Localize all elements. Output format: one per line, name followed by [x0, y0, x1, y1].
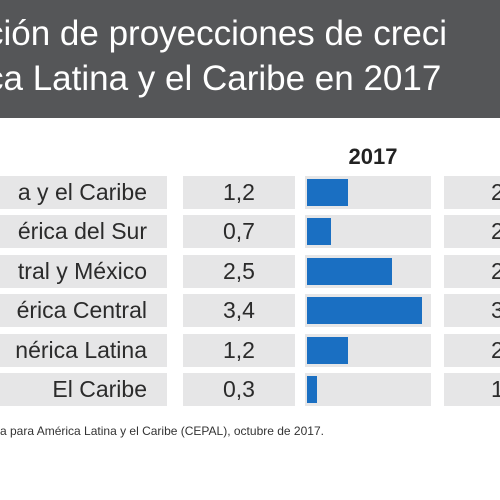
bar: [307, 297, 422, 324]
row-label: nérica Latina: [0, 334, 167, 367]
source-note: a para América Latina y el Caribe (CEPAL…: [0, 424, 324, 438]
next-column-value: 3: [444, 294, 500, 327]
next-column-value: 1: [444, 373, 500, 406]
next-column-value: 2: [444, 215, 500, 248]
next-column-value: 2: [444, 334, 500, 367]
bar-cell: [305, 373, 431, 406]
bar-cell: [305, 334, 431, 367]
bar-cell: [305, 215, 431, 248]
bar: [307, 376, 317, 403]
bar: [307, 337, 348, 364]
next-column-value: 2: [444, 176, 500, 209]
title-banner: ción de proyecciones de creci ca Latina …: [0, 0, 500, 118]
row-label: érica del Sur: [0, 215, 167, 248]
row-value: 0,3: [183, 373, 295, 406]
bar: [307, 258, 392, 285]
bar-cell: [305, 294, 431, 327]
row-value: 3,4: [183, 294, 295, 327]
row-label: tral y México: [0, 255, 167, 288]
row-label: érica Central: [0, 294, 167, 327]
row-label: a y el Caribe: [0, 176, 167, 209]
bar-cell: [305, 255, 431, 288]
row-value: 0,7: [183, 215, 295, 248]
row-label: El Caribe: [0, 373, 167, 406]
bar-cell: [305, 176, 431, 209]
bar: [307, 179, 348, 206]
row-value: 1,2: [183, 334, 295, 367]
bar: [307, 218, 331, 245]
title-line-1: ción de proyecciones de creci: [0, 14, 448, 53]
row-value: 1,2: [183, 176, 295, 209]
title-line-2: ca Latina y el Caribe en 2017: [0, 59, 442, 98]
row-value: 2,5: [183, 255, 295, 288]
next-column-value: 2: [444, 255, 500, 288]
column-header-2017: 2017: [348, 144, 398, 169]
